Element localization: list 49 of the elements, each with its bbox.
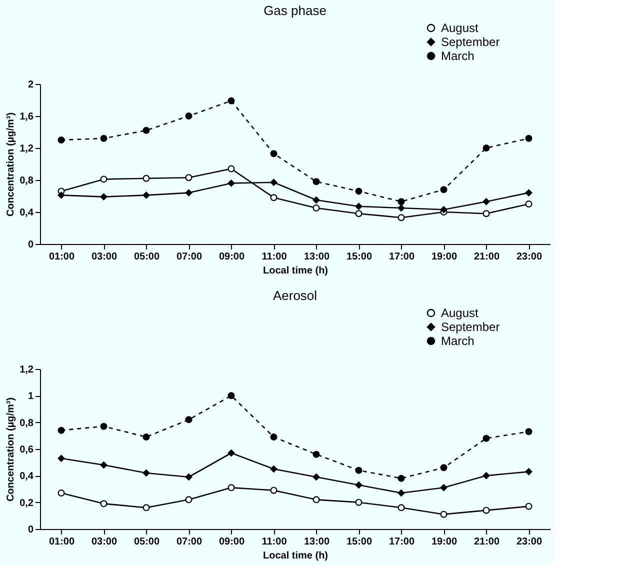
y-tick-label: 0,4 [20, 471, 34, 482]
chart-title: Aerosol [272, 288, 318, 303]
y-tick-label: 1,6 [20, 112, 34, 122]
x-tick-label: 07:00 [176, 536, 202, 548]
x-tick-label: 11:00 [262, 536, 288, 548]
x-tick-label: 01:00 [48, 252, 75, 262]
x-tick-label: 03:00 [91, 252, 118, 262]
x-tick-label: 05:00 [134, 536, 160, 548]
legend-label: March [441, 334, 474, 348]
x-tick-label: 01:00 [48, 536, 75, 548]
legend-label: August [441, 306, 480, 320]
x-tick-label: 11:00 [262, 252, 288, 262]
legend-label: September [441, 320, 500, 334]
x-tick-label: 23:00 [516, 536, 542, 548]
x-tick-label: 21:00 [474, 536, 500, 548]
y-axis-title: Concentration (µg/m³) [6, 397, 17, 502]
y-tick-label: 0 [28, 240, 34, 250]
x-tick-label: 17:00 [388, 536, 415, 548]
x-tick-label: 09:00 [218, 536, 245, 548]
y-tick-label: 0,6 [20, 444, 34, 456]
x-tick-label: 09:00 [218, 252, 245, 262]
y-tick-label: 0,8 [20, 176, 34, 186]
legend-label: August [441, 21, 480, 35]
x-tick-label: 13:00 [304, 536, 330, 548]
y-tick-label: 0,2 [20, 498, 34, 509]
y-tick-label: 0,4 [20, 208, 34, 218]
x-tick-label: 19:00 [431, 252, 458, 262]
x-tick-label: 19:00 [431, 536, 458, 548]
x-axis-title: Local time (h) [262, 550, 328, 562]
x-tick-label: 15:00 [346, 536, 372, 548]
chart-title: Gas phase [264, 3, 326, 18]
x-tick-label: 23:00 [516, 252, 542, 262]
legend-label: March [441, 49, 474, 63]
legend-label: September [441, 35, 500, 49]
y-tick-label: 0 [28, 524, 34, 536]
y-tick-label: 1,2 [20, 144, 34, 154]
x-axis-title: Local time (h) [262, 266, 328, 276]
x-tick-label: 03:00 [91, 536, 118, 548]
x-tick-label: 05:00 [134, 252, 160, 262]
y-tick-label: 1,2 [20, 364, 34, 376]
x-tick-label: 13:00 [304, 252, 330, 262]
y-tick-label: 0,8 [20, 418, 34, 429]
y-axis-title: Concentration (µg/m³) [6, 112, 17, 217]
x-tick-label: 21:00 [474, 252, 500, 262]
x-tick-label: 17:00 [388, 252, 415, 262]
y-tick-label: 1 [28, 391, 34, 402]
x-tick-label: 15:00 [346, 252, 372, 262]
x-tick-label: 07:00 [176, 252, 202, 262]
y-tick-label: 2 [28, 80, 34, 90]
